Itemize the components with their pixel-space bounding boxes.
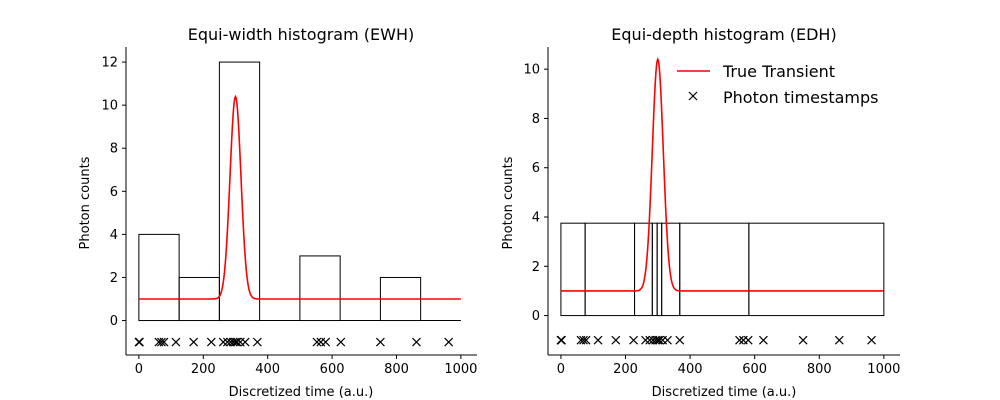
ewh-bar-4 <box>299 255 341 322</box>
edh-photon-marker-16 <box>675 335 685 345</box>
edh-y-tick-label-0: 0 <box>532 309 540 324</box>
edh-x-tick-label-2: 400 <box>678 362 703 377</box>
ewh-x-tick-label-2: 400 <box>255 362 280 377</box>
ewh-photon-marker-3 <box>156 337 166 347</box>
legend-true-transient-label: True Transient <box>722 62 835 81</box>
ewh-x-tick-label-4: 800 <box>384 362 409 377</box>
edh-photon-marker-6 <box>611 335 621 345</box>
edh-y-tick-label-1: 2 <box>532 260 540 275</box>
ewh-photon-marker-23 <box>444 337 454 347</box>
edh-photon-marker-7 <box>629 335 639 345</box>
ewh-photon-marker-22 <box>412 337 421 347</box>
edh-x-axis-label: Discretized time (a.u.) <box>652 385 797 400</box>
ewh-photon-marker-20 <box>336 337 346 347</box>
edh-y-axis-label: Photon counts <box>501 156 516 249</box>
edh-photon-marker-15 <box>663 335 672 345</box>
ewh-photon-marker-19 <box>321 337 331 347</box>
ewh-y-tick-label-2: 4 <box>110 228 118 243</box>
ewh-plot-area: 0 200 400 600 800 1000 0 2 4 6 8 10 12 <box>101 47 477 377</box>
edh-x-tick-label-3: 600 <box>742 362 767 377</box>
ewh-y-tick-label-3: 6 <box>110 185 118 200</box>
edh-title: Equi-depth histogram (EDH) <box>611 25 836 44</box>
ewh-photon-marker-8 <box>218 337 228 347</box>
edh-photon-marker-5 <box>593 335 603 345</box>
edh-x-tick-label-5: 1000 <box>867 362 900 377</box>
edh-photon-marker-3 <box>579 335 588 345</box>
edh-photon-marker-22 <box>834 335 844 345</box>
ewh-photon-marker-6 <box>189 337 199 347</box>
ewh-y-tick-label-5: 10 <box>101 99 118 114</box>
edh-x-tick-label-4: 800 <box>807 362 832 377</box>
ewh-y-tick-label-4: 8 <box>110 142 118 157</box>
edh-photon-marker-17 <box>735 335 744 345</box>
ewh-y-tick-label-6: 12 <box>101 56 118 71</box>
edh-photon-marker-19 <box>743 335 753 345</box>
edh-y-tick-label-3: 6 <box>532 161 540 176</box>
edh-photon-marker-13 <box>654 335 664 345</box>
edh-y-tick-label-5: 10 <box>523 63 540 78</box>
ewh-title: Equi-width histogram (EWH) <box>188 25 414 44</box>
edh-photon-marker-4 <box>581 335 591 345</box>
edh-true-transient-line <box>560 57 884 292</box>
ewh-x-tick-label-5: 1000 <box>444 362 477 377</box>
legend-photon-timestamps-label: Photon timestamps <box>723 88 879 107</box>
ewh-photon-marker-4 <box>159 337 169 347</box>
edh-photon-marker-8 <box>641 335 650 345</box>
legend-photon-timestamps-swatch <box>688 91 698 101</box>
edh-x-tick-label-0: 0 <box>557 362 565 377</box>
ewh-photon-marker-15 <box>240 337 250 347</box>
ewh-photon-marker-17 <box>312 337 322 347</box>
edh-panel: Equi-depth histogram (EDH) Discretized t… <box>501 25 900 400</box>
edh-photon-marker-20 <box>758 335 768 345</box>
ewh-y-tick-label-1: 2 <box>110 271 118 286</box>
ewh-x-tick-label-0: 0 <box>135 362 143 377</box>
ewh-photon-marker-11 <box>228 337 238 347</box>
ewh-y-tick-label-0: 0 <box>110 314 118 329</box>
ewh-true-transient-line <box>138 94 461 300</box>
ewh-y-axis-label: Photon counts <box>78 156 93 249</box>
ewh-panel: Equi-width histogram (EWH) Discretized t… <box>78 25 477 400</box>
ewh-photon-marker-7 <box>206 337 216 347</box>
edh-bar-7 <box>748 222 885 317</box>
ewh-bar-2 <box>218 61 261 322</box>
ewh-photon-marker-1 <box>135 337 144 347</box>
ewh-photon-marker-16 <box>252 337 262 347</box>
ewh-photon-marker-21 <box>375 337 385 347</box>
edh-y-tick-label-2: 4 <box>532 211 540 226</box>
edh-photon-marker-21 <box>798 335 808 345</box>
edh-photon-marker-1 <box>557 335 566 345</box>
edh-plot-area: 0 200 400 600 800 1000 0 2 4 6 8 10 <box>523 47 900 377</box>
ewh-x-axis-label: Discretized time (a.u.) <box>229 385 374 400</box>
edh-photon-marker-11 <box>651 335 660 345</box>
edh-y-tick-label-4: 8 <box>532 112 540 127</box>
ewh-photon-marker-5 <box>171 337 181 347</box>
ewh-x-tick-label-1: 200 <box>191 362 216 377</box>
ewh-x-tick-label-3: 600 <box>320 362 345 377</box>
ewh-photon-marker-13 <box>232 337 242 347</box>
edh-x-tick-label-1: 200 <box>613 362 638 377</box>
legend: True Transient Photon timestamps <box>677 62 879 107</box>
edh-photon-marker-23 <box>867 335 877 345</box>
